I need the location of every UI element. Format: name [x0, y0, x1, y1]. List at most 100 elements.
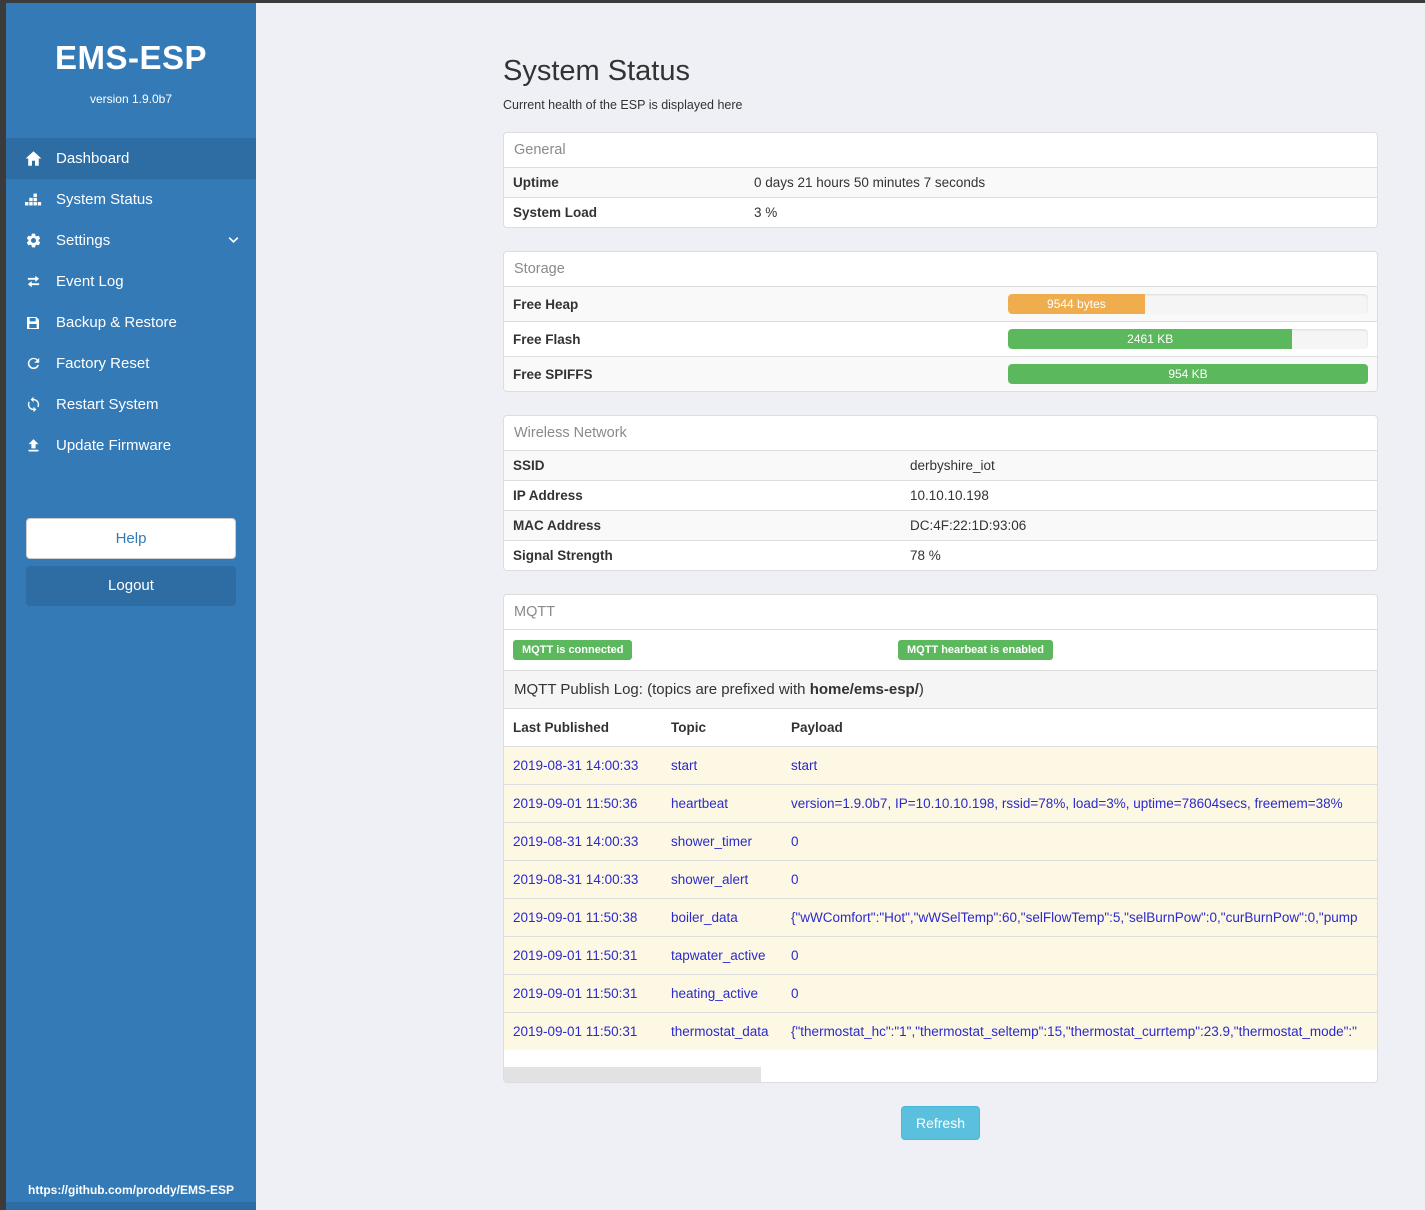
sidebar-item-label: Settings — [56, 232, 111, 249]
row-topic: shower_alert — [671, 872, 749, 887]
system-load-row: System Load 3 % — [504, 197, 1377, 227]
table-row: 2019-09-01 11:50:38 boiler_data {"wWComf… — [504, 898, 1377, 936]
sidebar-item-settings[interactable]: Settings — [6, 220, 256, 261]
mac-address-value: DC:4F:22:1D:93:06 — [910, 518, 1027, 533]
exchange-icon — [22, 273, 44, 290]
row-payload: start — [791, 758, 818, 773]
wireless-panel-title: Wireless Network — [514, 425, 627, 441]
sidebar-item-update-firmware[interactable]: Update Firmware — [6, 425, 256, 466]
mqtt-table-header: Last Published Topic Payload — [504, 708, 1377, 746]
page-title: System Status — [503, 55, 690, 87]
row-time: 2019-09-01 11:50:31 — [513, 986, 638, 1001]
help-button[interactable]: Help — [26, 518, 236, 559]
signal-strength-value: 78 % — [910, 548, 941, 563]
row-time: 2019-09-01 11:50:31 — [513, 1024, 638, 1039]
sidebar-item-backup-restore[interactable]: Backup & Restore — [6, 302, 256, 343]
sidebar-item-label: System Status — [56, 191, 153, 208]
signal-strength-label: Signal Strength — [513, 548, 613, 563]
sidebar-item-system-status[interactable]: System Status — [6, 179, 256, 220]
github-link[interactable]: https://github.com/proddy/EMS-ESP — [28, 1183, 234, 1197]
page-subtitle: Current health of the ESP is displayed h… — [503, 98, 743, 112]
row-payload: {"thermostat_hc":"1","thermostat_seltemp… — [791, 1024, 1357, 1039]
ip-address-label: IP Address — [513, 488, 583, 503]
system-load-label: System Load — [513, 205, 598, 220]
row-topic: thermostat_data — [671, 1024, 769, 1039]
ip-address-row: IP Address 10.10.10.198 — [504, 480, 1377, 510]
uptime-row: Uptime 0 days 21 hours 50 minutes 7 seco… — [504, 167, 1377, 197]
save-icon — [22, 315, 44, 331]
chevron-down-icon — [227, 234, 240, 247]
free-spiffs-progress: 954 KB — [1008, 364, 1368, 384]
row-payload: 0 — [791, 948, 799, 963]
free-spiffs-progress-fill: 954 KB — [1008, 364, 1368, 384]
col-topic: Topic — [671, 720, 706, 735]
row-payload: 0 — [791, 986, 799, 1001]
mqtt-topic-prefix: home/ems-esp/ — [809, 681, 919, 698]
row-time: 2019-09-01 11:50:31 — [513, 948, 638, 963]
mqtt-panel: MQTT MQTT is connected MQTT hearbeat is … — [503, 594, 1378, 1083]
row-time: 2019-08-31 14:00:33 — [513, 872, 639, 887]
table-row: 2019-09-01 11:50:31 thermostat_data {"th… — [504, 1012, 1377, 1050]
row-topic: start — [671, 758, 698, 773]
uptime-label: Uptime — [513, 175, 559, 190]
row-time: 2019-09-01 11:50:36 — [513, 796, 638, 811]
redo-icon — [22, 355, 44, 372]
mac-address-label: MAC Address — [513, 518, 602, 533]
free-flash-label: Free Flash — [513, 331, 581, 347]
general-panel: General Uptime 0 days 21 hours 50 minute… — [503, 132, 1378, 228]
page: EMS-ESP version 1.9.0b7 Dashboard — [0, 3, 1425, 1210]
col-last-published: Last Published — [513, 720, 610, 735]
ssid-row: SSID derbyshire_iot — [504, 450, 1377, 480]
sidebar-item-restart-system[interactable]: Restart System — [6, 384, 256, 425]
storage-panel-title: Storage — [514, 261, 565, 277]
row-payload: version=1.9.0b7, IP=10.10.10.198, rssid=… — [791, 796, 1343, 811]
uptime-value: 0 days 21 hours 50 minutes 7 seconds — [754, 175, 986, 190]
home-icon — [22, 150, 44, 167]
table-row: 2019-09-01 11:50:31 tapwater_active 0 — [504, 936, 1377, 974]
app-version: version 1.9.0b7 — [89, 92, 173, 106]
row-payload: {"wWComfort":"Hot","wWSelTemp":60,"selFl… — [791, 910, 1358, 925]
free-flash-progress: 2461 KB — [1008, 329, 1368, 349]
sidebar-item-event-log[interactable]: Event Log — [6, 261, 256, 302]
wireless-panel: Wireless Network SSID derbyshire_iot IP … — [503, 415, 1378, 571]
table-row: 2019-09-01 11:50:31 heating_active 0 — [504, 974, 1377, 1012]
ssid-label: SSID — [513, 458, 545, 473]
free-heap-progress: 9544 bytes — [1008, 294, 1368, 314]
sidebar: EMS-ESP version 1.9.0b7 Dashboard — [6, 3, 256, 1210]
sidebar-bottom-strip — [6, 1202, 256, 1210]
horizontal-scrollbar-thumb[interactable] — [504, 1067, 761, 1082]
sidebar-item-factory-reset[interactable]: Factory Reset — [6, 343, 256, 384]
ip-address-value: 10.10.10.198 — [910, 488, 989, 503]
gear-icon — [22, 232, 44, 249]
sidebar-item-label: Factory Reset — [56, 355, 150, 372]
free-heap-label: Free Heap — [513, 296, 579, 312]
mqtt-publish-log-caption: MQTT Publish Log: (topics are prefixed w… — [504, 670, 1377, 708]
refresh-button[interactable]: Refresh — [900, 1106, 981, 1140]
sidebar-nav: Dashboard System Status Settings — [6, 138, 256, 466]
free-spiffs-label: Free SPIFFS — [513, 366, 593, 382]
storage-panel: Storage Free Heap 9544 bytes Free Flash … — [503, 251, 1378, 392]
general-panel-title: General — [514, 142, 566, 158]
signal-strength-row: Signal Strength 78 % — [504, 540, 1377, 570]
mac-address-row: MAC Address DC:4F:22:1D:93:06 — [504, 510, 1377, 540]
system-status-icon — [22, 191, 44, 208]
row-time: 2019-08-31 14:00:33 — [513, 834, 639, 849]
free-spiffs-row: Free SPIFFS 954 KB — [504, 356, 1377, 391]
window-top-border — [0, 0, 1425, 3]
sidebar-item-label: Restart System — [56, 396, 159, 413]
table-bottom-spacer — [504, 1050, 1377, 1067]
upload-icon — [22, 437, 44, 454]
row-time: 2019-09-01 11:50:38 — [513, 910, 638, 925]
mqtt-status-row: MQTT is connected MQTT hearbeat is enabl… — [504, 629, 1377, 670]
free-heap-row: Free Heap 9544 bytes — [504, 286, 1377, 321]
ssid-value: derbyshire_iot — [910, 458, 995, 473]
sidebar-item-dashboard[interactable]: Dashboard — [6, 138, 256, 179]
mqtt-panel-title: MQTT — [514, 604, 556, 620]
free-heap-progress-fill: 9544 bytes — [1008, 294, 1145, 314]
free-flash-row: Free Flash 2461 KB — [504, 321, 1377, 356]
table-row: 2019-08-31 14:00:33 shower_alert 0 — [504, 860, 1377, 898]
main-content: System Status Current health of the ESP … — [256, 3, 1425, 1210]
logout-button[interactable]: Logout — [26, 566, 236, 606]
sidebar-buttons: Help Logout — [26, 518, 236, 606]
row-topic: shower_timer — [671, 834, 753, 849]
